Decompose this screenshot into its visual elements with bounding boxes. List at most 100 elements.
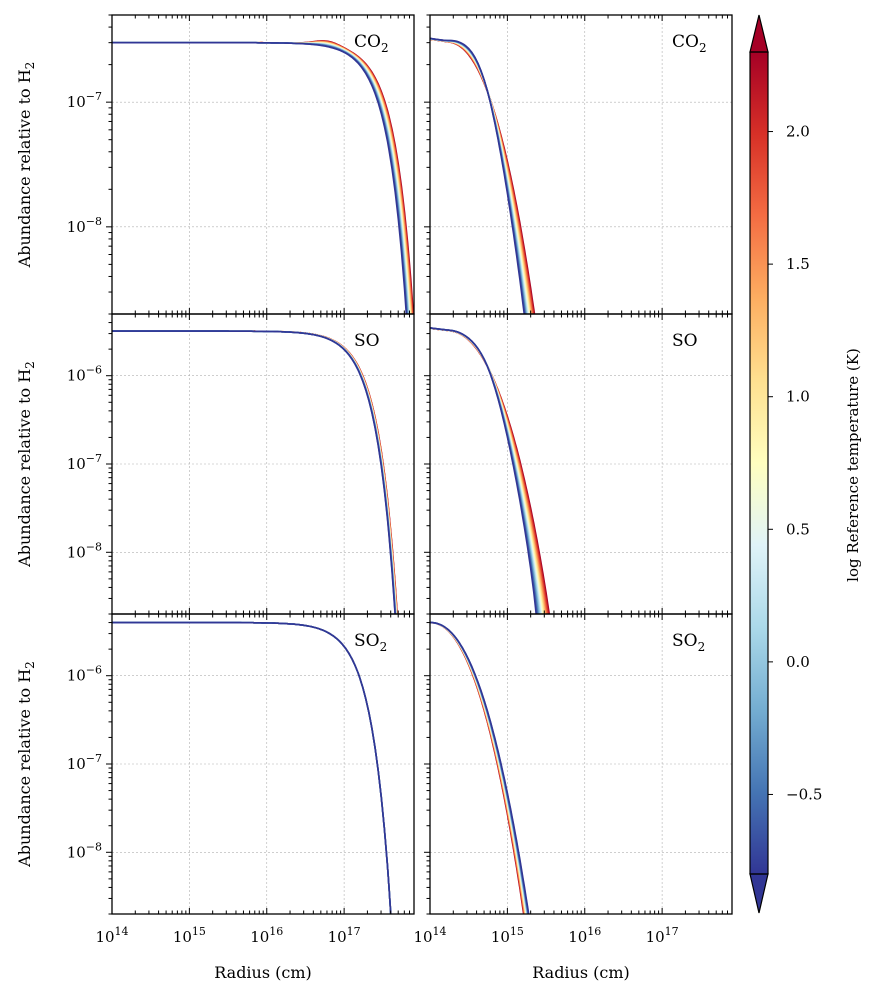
series-curve bbox=[112, 41, 412, 314]
series-curve bbox=[430, 327, 549, 614]
series-curve bbox=[430, 327, 548, 614]
series-curve bbox=[430, 621, 526, 914]
series-curve bbox=[430, 38, 535, 314]
x-axis-label: Radius (cm) bbox=[214, 963, 312, 982]
series-curve bbox=[112, 330, 398, 614]
series-curve bbox=[430, 327, 543, 614]
curve-family bbox=[112, 40, 414, 314]
series-curve bbox=[112, 621, 392, 914]
series-curve bbox=[112, 621, 392, 914]
series-curve bbox=[430, 38, 532, 314]
x-tick-label: 1015 bbox=[173, 925, 206, 946]
series-curve bbox=[112, 621, 392, 914]
series-curve bbox=[430, 38, 533, 314]
colorbar-frame bbox=[749, 51, 769, 875]
series-curve bbox=[430, 621, 528, 914]
series-curve bbox=[112, 41, 413, 314]
x-axis-label: Radius (cm) bbox=[532, 963, 630, 982]
series-curve bbox=[430, 327, 551, 614]
series-curve bbox=[430, 621, 529, 914]
gridlines bbox=[112, 314, 414, 614]
panel-co2-left: 10−7 10−8 CO2 Abundance relative to H2 bbox=[15, 14, 415, 315]
series-curve bbox=[430, 621, 528, 914]
series-curve bbox=[430, 621, 527, 914]
species-label: CO2 bbox=[354, 32, 389, 55]
series-curve bbox=[112, 621, 392, 914]
series-curve bbox=[112, 40, 414, 314]
tick-marks bbox=[424, 613, 733, 915]
y-tick-label: 10−8 bbox=[67, 540, 102, 561]
series-curve bbox=[430, 37, 528, 314]
x-tick-label: 1016 bbox=[250, 925, 283, 946]
axes-frame bbox=[111, 14, 415, 315]
colorbar-label: log Reference temperature (K) bbox=[844, 348, 862, 582]
x-tick-label: 1016 bbox=[568, 925, 601, 946]
series-curve bbox=[430, 327, 547, 614]
series-curve bbox=[430, 38, 534, 314]
series-curve bbox=[430, 38, 531, 314]
series-curve bbox=[430, 38, 536, 314]
panel-so2-left: 10−6 10−7 10−8 1014 1015 1016 1017 SO2 Abundance… bbox=[15, 613, 415, 982]
series-curve bbox=[430, 327, 550, 614]
series-curve bbox=[112, 40, 414, 314]
series-curve bbox=[112, 41, 410, 314]
series-curve bbox=[430, 37, 529, 314]
series-curve bbox=[112, 621, 392, 914]
series-curve bbox=[112, 330, 397, 614]
species-label: SO bbox=[672, 331, 698, 351]
series-curve bbox=[112, 621, 392, 914]
colorbar-tick-label: 0.0 bbox=[786, 653, 810, 671]
panel-so-right: SO bbox=[424, 313, 733, 615]
tick-marks bbox=[424, 14, 733, 315]
x-tick-label: 1014 bbox=[413, 925, 446, 946]
series-curve bbox=[112, 41, 412, 314]
series-curve bbox=[112, 330, 398, 614]
x-tick-label: 1014 bbox=[95, 925, 128, 946]
series-curve bbox=[430, 327, 538, 614]
series-curve bbox=[112, 330, 397, 614]
colorbar-extend-max bbox=[749, 14, 769, 53]
series-curve bbox=[112, 330, 398, 614]
series-curve bbox=[112, 41, 410, 314]
series-curve bbox=[112, 621, 392, 914]
series-curve bbox=[112, 330, 396, 614]
series-curve bbox=[430, 621, 529, 914]
series-curve bbox=[430, 327, 540, 614]
series-curve bbox=[430, 327, 542, 614]
series-curve bbox=[430, 37, 527, 314]
series-curve bbox=[430, 621, 527, 914]
series-curve bbox=[112, 621, 392, 914]
y-tick-label: 10−8 bbox=[67, 215, 102, 236]
panel-so2-right: 1014 1015 1016 1017 SO2 Radius (cm) bbox=[413, 613, 733, 982]
series-curve bbox=[112, 330, 396, 614]
series-curve bbox=[112, 40, 414, 314]
species-label: SO bbox=[354, 331, 380, 351]
series-curve bbox=[430, 37, 528, 314]
series-curve bbox=[112, 621, 392, 914]
species-label: CO2 bbox=[672, 32, 707, 55]
colorbar-tick-label: 1.0 bbox=[786, 388, 810, 406]
curve-family bbox=[112, 330, 398, 614]
series-curve bbox=[112, 621, 392, 914]
colorbar-gradient bbox=[750, 52, 768, 874]
gridlines bbox=[430, 614, 732, 914]
gridlines bbox=[430, 314, 732, 614]
series-curve bbox=[430, 327, 541, 614]
series-curve bbox=[112, 621, 392, 914]
series-curve bbox=[430, 38, 534, 314]
series-curve bbox=[112, 621, 392, 914]
series-curve bbox=[430, 621, 525, 914]
series-curve bbox=[430, 621, 527, 914]
series-curve bbox=[430, 621, 530, 914]
series-curve bbox=[430, 621, 530, 914]
curve-family bbox=[430, 621, 530, 914]
series-curve bbox=[430, 621, 529, 914]
series-curve bbox=[112, 40, 413, 314]
species-label: SO2 bbox=[354, 631, 387, 654]
y-tick-label: 10−7 bbox=[67, 452, 102, 473]
series-curve bbox=[112, 330, 397, 614]
tick-marks bbox=[424, 313, 733, 615]
series-curve bbox=[112, 330, 398, 614]
